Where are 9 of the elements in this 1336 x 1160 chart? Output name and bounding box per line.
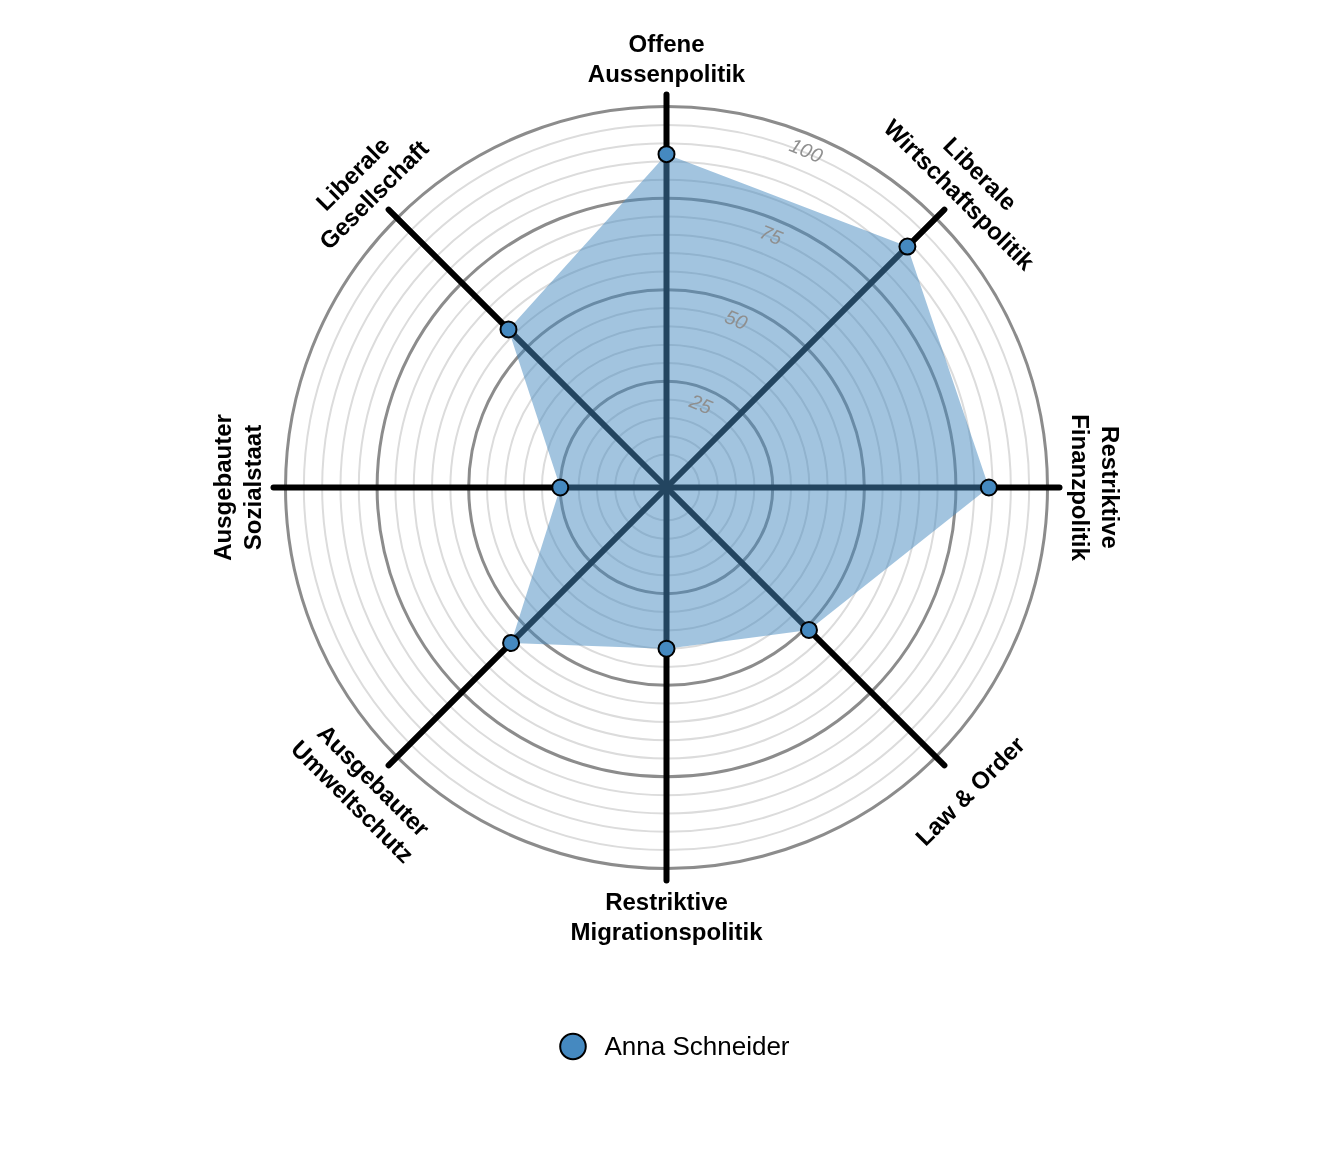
legend-label: Anna Schneider [604, 1030, 790, 1062]
spoke-label: Restriktive Migrationspolitik [570, 888, 764, 945]
y-tick-label: 25 [685, 389, 717, 419]
y-tick-label: 100 [786, 133, 826, 167]
spoke-label: Offene Aussenpolitik [587, 30, 746, 87]
y-tick-label: 50 [721, 305, 751, 334]
spoke-label: Ausgebauter Sozialstaat [209, 414, 266, 561]
spoke-label: Restriktive Finanzpolitik [1067, 414, 1124, 562]
y-tick-label: 75 [756, 220, 787, 250]
